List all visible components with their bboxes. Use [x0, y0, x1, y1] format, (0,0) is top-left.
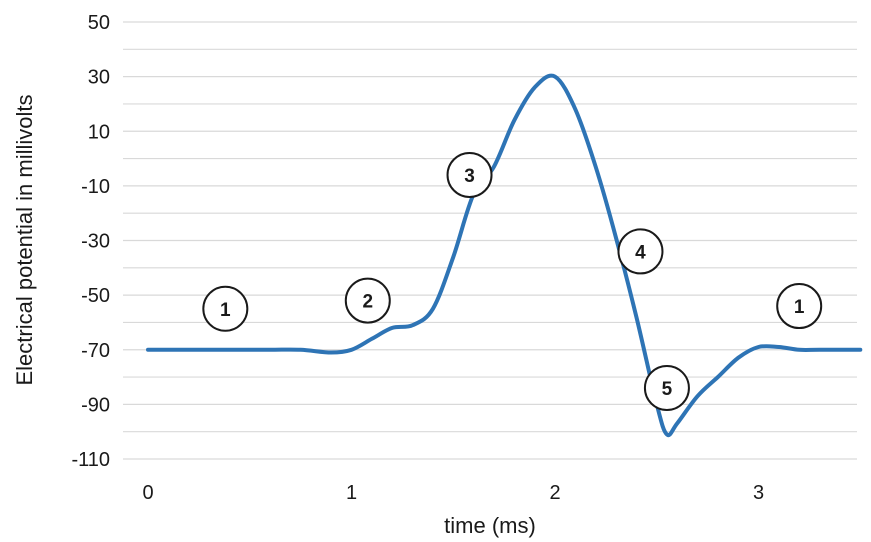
y-tick-label: 50 [88, 12, 110, 34]
x-axis-ticks: 0 1 2 3 [142, 482, 764, 504]
y-tick-label: 30 [88, 67, 110, 89]
phase-marker-circle [776, 283, 823, 330]
series-lines [146, 73, 863, 438]
y-tick-label: -90 [81, 394, 110, 416]
phase-marker-circle [344, 277, 391, 324]
x-axis-title: time (ms) [444, 513, 536, 538]
phase-marker-label: 4 [635, 242, 646, 263]
y-tick-label: 10 [88, 121, 110, 143]
phase-marker-label: 5 [662, 379, 673, 400]
x-tick-label: 3 [753, 482, 764, 504]
phase-marker-circle [446, 151, 493, 198]
x-tick-label: 2 [549, 482, 560, 504]
x-tick-label: 1 [346, 482, 357, 504]
gridlines [123, 21, 857, 460]
phase-marker-label: 2 [362, 292, 373, 313]
x-tick-label: 0 [142, 482, 153, 504]
y-tick-label: -30 [81, 231, 110, 253]
phase-marker-label: 1 [220, 300, 231, 321]
y-tick-label: -10 [81, 176, 110, 198]
y-tick-label: -50 [81, 285, 110, 307]
phase-marker-label: 3 [464, 166, 475, 187]
phase-marker-label: 1 [794, 297, 805, 318]
phase-annotations: 1 2 3 4 5 1 [202, 151, 823, 411]
y-axis-title: Electrical potential in millivolts [12, 95, 37, 386]
y-tick-label: -70 [81, 340, 110, 362]
y-tick-label: -110 [71, 449, 110, 471]
phase-marker-circle [643, 364, 690, 411]
phase-marker-circle [202, 285, 249, 332]
phase-marker-circle [617, 228, 664, 275]
series-line [146, 73, 863, 438]
y-axis-ticks: 50 30 10 -10 -30 -50 -70 -90 -110 [71, 12, 110, 471]
